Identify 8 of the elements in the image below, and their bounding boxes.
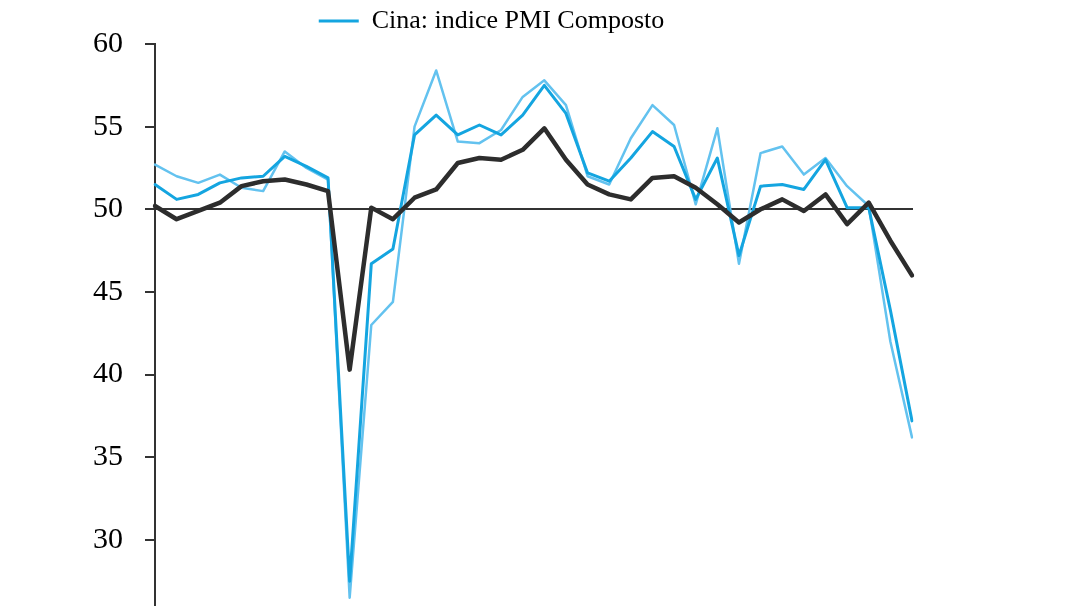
y-tick-label: 30 xyxy=(93,520,123,554)
y-tick-label: 40 xyxy=(93,355,123,389)
y-tick-label: 55 xyxy=(93,107,123,141)
y-tick-label: 50 xyxy=(93,190,123,224)
y-tick-label: 60 xyxy=(93,24,123,58)
y-tick-label: 35 xyxy=(93,438,123,472)
legend-label: Cina: indice PMI Composto xyxy=(371,4,665,34)
y-tick-label: 45 xyxy=(93,272,123,306)
